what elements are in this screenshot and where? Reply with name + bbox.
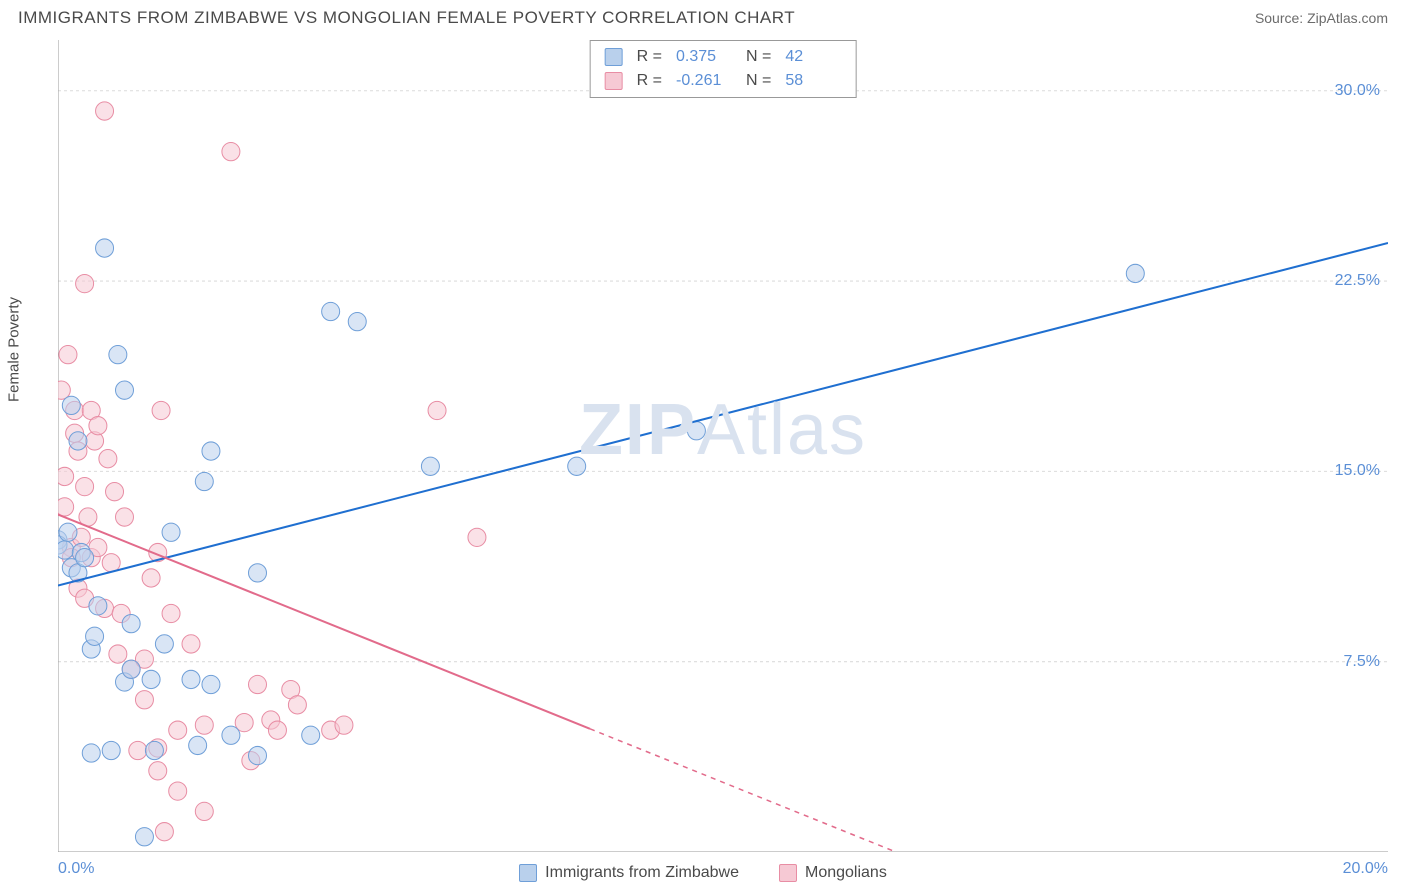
y-tick-label: 30.0% xyxy=(1335,82,1380,100)
y-axis-label: Female Poverty xyxy=(6,297,23,402)
legend-item-b: Mongolians xyxy=(779,864,887,882)
swatch-b-footer xyxy=(779,864,797,882)
chart-container: Female Poverty ZIPAtlas R = 0.375 N = 42… xyxy=(18,40,1388,852)
swatch-a xyxy=(605,48,623,66)
page-title: IMMIGRANTS FROM ZIMBABWE VS MONGOLIAN FE… xyxy=(18,8,795,28)
series-legend: Immigrants from Zimbabwe Mongolians xyxy=(0,864,1406,882)
y-tick-label: 15.0% xyxy=(1335,462,1380,480)
y-tick-label: 22.5% xyxy=(1335,272,1380,290)
legend-row-b: R = -0.261 N = 58 xyxy=(605,69,842,93)
y-tick-label: 7.5% xyxy=(1344,653,1380,671)
correlation-legend: R = 0.375 N = 42 R = -0.261 N = 58 xyxy=(590,40,857,98)
swatch-b xyxy=(605,72,623,90)
series-b-name: Mongolians xyxy=(805,864,887,882)
legend-item-a: Immigrants from Zimbabwe xyxy=(519,864,739,882)
scatter-plot xyxy=(58,40,1388,852)
swatch-a-footer xyxy=(519,864,537,882)
plot-area: ZIPAtlas R = 0.375 N = 42 R = -0.261 N =… xyxy=(58,40,1388,852)
series-a-name: Immigrants from Zimbabwe xyxy=(545,864,739,882)
legend-row-a: R = 0.375 N = 42 xyxy=(605,45,842,69)
source-credit: Source: ZipAtlas.com xyxy=(1255,10,1388,26)
